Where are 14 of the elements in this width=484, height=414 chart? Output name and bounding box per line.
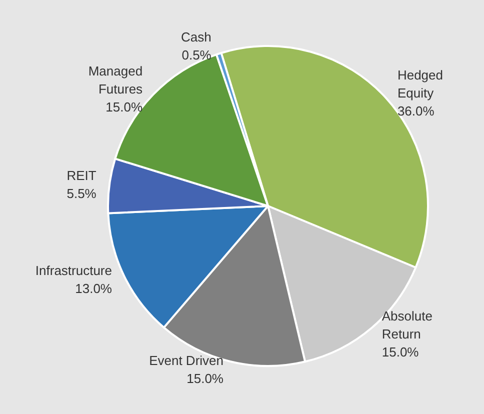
slice-label: Cash [181,30,212,45]
data-label: 15.0% [186,370,224,386]
data-label: 36.0% [397,104,435,119]
slice-label: Hedged Equity [397,68,443,101]
slice-label: Event Driven [149,352,224,368]
data-label: 0.5% [182,48,212,63]
data-label: 15.0% [382,344,420,360]
data-label: 5.5% [66,186,97,202]
slice-label: Infrastructure [35,263,112,278]
slice-label: REIT [66,168,96,184]
data-label: 15.0% [106,99,143,114]
slice-label: Absolute Return [382,308,432,342]
slice-label: Managed Futures [88,63,144,96]
data-label: 13.0% [75,281,112,296]
